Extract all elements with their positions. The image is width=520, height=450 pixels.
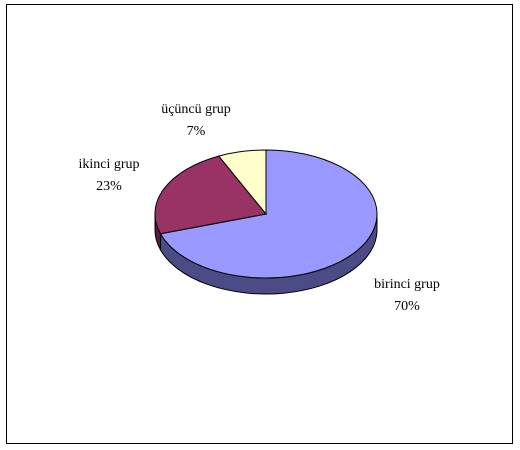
pie-slices [154,149,378,279]
pie-chart: birinci grup 70% ikinci grup 23% üçüncü grup… [78,102,439,314]
slice-percent-birinci-grup: 70% [394,299,420,314]
slice-label-birinci-grup: birinci grup [374,277,440,292]
pie-labels: birinci grup 70% ikinci grup 23% üçüncü grup… [78,102,439,314]
slice-percent-nc-grup: 7% [187,124,206,139]
pie-slice-nc-grup [217,149,267,216]
pie-slice-ikinci-grup [154,155,267,235]
pie-slice-birinci-grup [159,149,378,279]
slice-label-ikinci-grup: ikinci grup [78,157,139,172]
slice-label-nc-grup: üçüncü grup [161,102,231,117]
chart-area: birinci grup 70% ikinci grup 23% üçüncü grup… [6,4,513,444]
slice-percent-ikinci-grup: 23% [96,179,122,194]
